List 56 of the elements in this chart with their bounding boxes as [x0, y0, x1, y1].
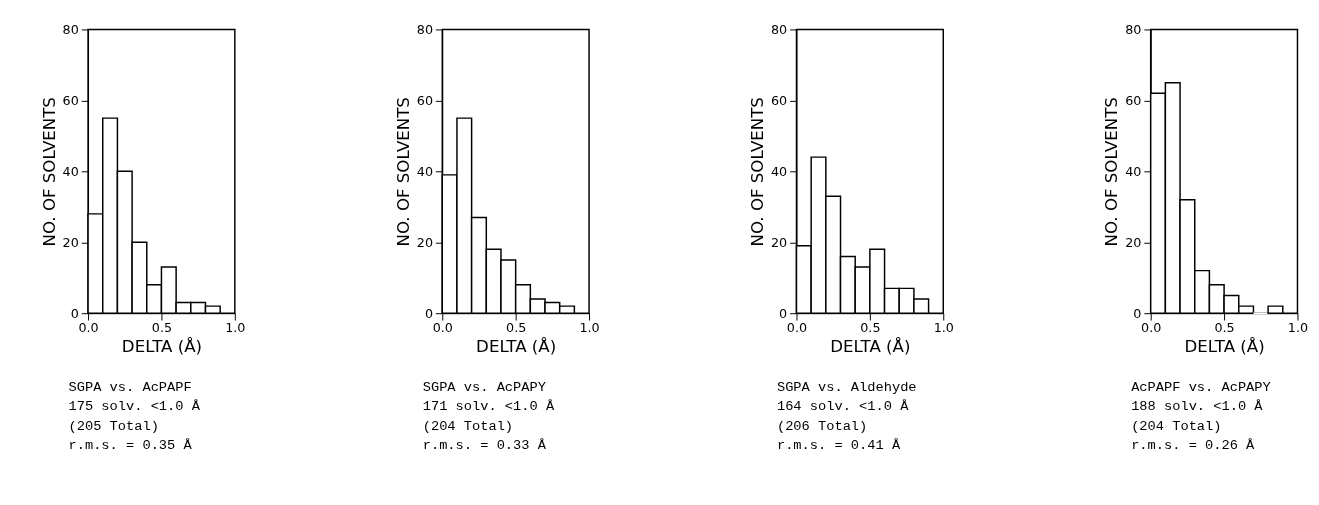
- y-tick-label: 20: [416, 234, 433, 250]
- y-tick-label: 60: [771, 92, 788, 108]
- text: (206 Total): [776, 418, 868, 434]
- y-axis-title: NO. OF SOLVENTS: [1102, 97, 1122, 247]
- text: SGPA vs. AcPAPY: [422, 379, 546, 395]
- x-tick-label: 1.0: [1287, 320, 1309, 336]
- text: r.m.s. = 0.35 Å: [68, 438, 193, 454]
- x-tick-label: 0.5: [506, 320, 527, 336]
- y-axis-title: NO. OF SOLVENTS: [393, 97, 413, 247]
- x-tick-label: 1.0: [933, 320, 954, 336]
- y-tick-label: 40: [62, 163, 79, 179]
- y-tick-label: 20: [771, 234, 788, 250]
- y-tick-label: 40: [771, 163, 788, 179]
- y-axis-title: NO. OF SOLVENTS: [39, 97, 59, 247]
- y-tick-label: 80: [1125, 21, 1142, 37]
- text: r.m.s. = 0.41 Å: [776, 438, 901, 454]
- x-tick-label: 0.0: [432, 320, 453, 336]
- x-axis-title: DELTA (Å): [1184, 336, 1265, 356]
- y-tick-label: 20: [1125, 234, 1142, 250]
- y-axis-title: NO. OF SOLVENTS: [748, 97, 768, 247]
- text: SGPA vs. Aldehyde: [776, 379, 917, 395]
- y-tick-label: 60: [62, 92, 79, 108]
- text: AcPAPF vs. AcPAPY: [1131, 379, 1271, 395]
- x-tick-label: 0.5: [860, 320, 881, 336]
- x-tick-label: 0.5: [151, 320, 173, 336]
- x-tick-label: 0.0: [78, 320, 99, 336]
- text: (204 Total): [422, 418, 514, 434]
- x-axis-title: DELTA (Å): [476, 336, 557, 356]
- x-axis-title: DELTA (Å): [830, 336, 911, 356]
- text: 171 solv. <1.0 Å: [422, 399, 555, 415]
- text: 175 solv. <1.0 Å: [68, 399, 201, 415]
- text: (204 Total): [1131, 418, 1222, 434]
- y-tick-label: 0: [779, 305, 788, 321]
- y-tick-label: 60: [1125, 92, 1142, 108]
- x-tick-label: 1.0: [579, 320, 600, 336]
- y-tick-label: 60: [416, 92, 433, 108]
- text: r.m.s. = 0.26 Å: [1131, 438, 1256, 454]
- y-tick-label: 80: [416, 21, 433, 37]
- text: 164 solv. <1.0 Å: [776, 399, 910, 415]
- y-tick-label: 0: [70, 305, 79, 321]
- text: r.m.s. = 0.33 Å: [422, 438, 547, 454]
- y-tick-label: 0: [424, 305, 433, 321]
- text: (205 Total): [68, 418, 159, 434]
- x-axis-title: DELTA (Å): [121, 336, 203, 356]
- x-tick-label: 0.0: [1141, 320, 1162, 336]
- x-tick-label: 0.5: [1214, 320, 1235, 336]
- y-tick-label: 40: [1125, 163, 1142, 179]
- text: SGPA vs. AcPAPF: [68, 379, 192, 395]
- y-tick-label: 40: [416, 163, 433, 179]
- text: 188 solv. <1.0 Å: [1131, 399, 1264, 415]
- y-tick-label: 80: [771, 21, 788, 37]
- y-tick-label: 20: [62, 234, 79, 250]
- y-tick-label: 0: [1133, 305, 1142, 321]
- x-tick-label: 1.0: [225, 320, 246, 336]
- x-tick-label: 0.0: [786, 320, 808, 336]
- y-tick-label: 80: [62, 21, 79, 37]
